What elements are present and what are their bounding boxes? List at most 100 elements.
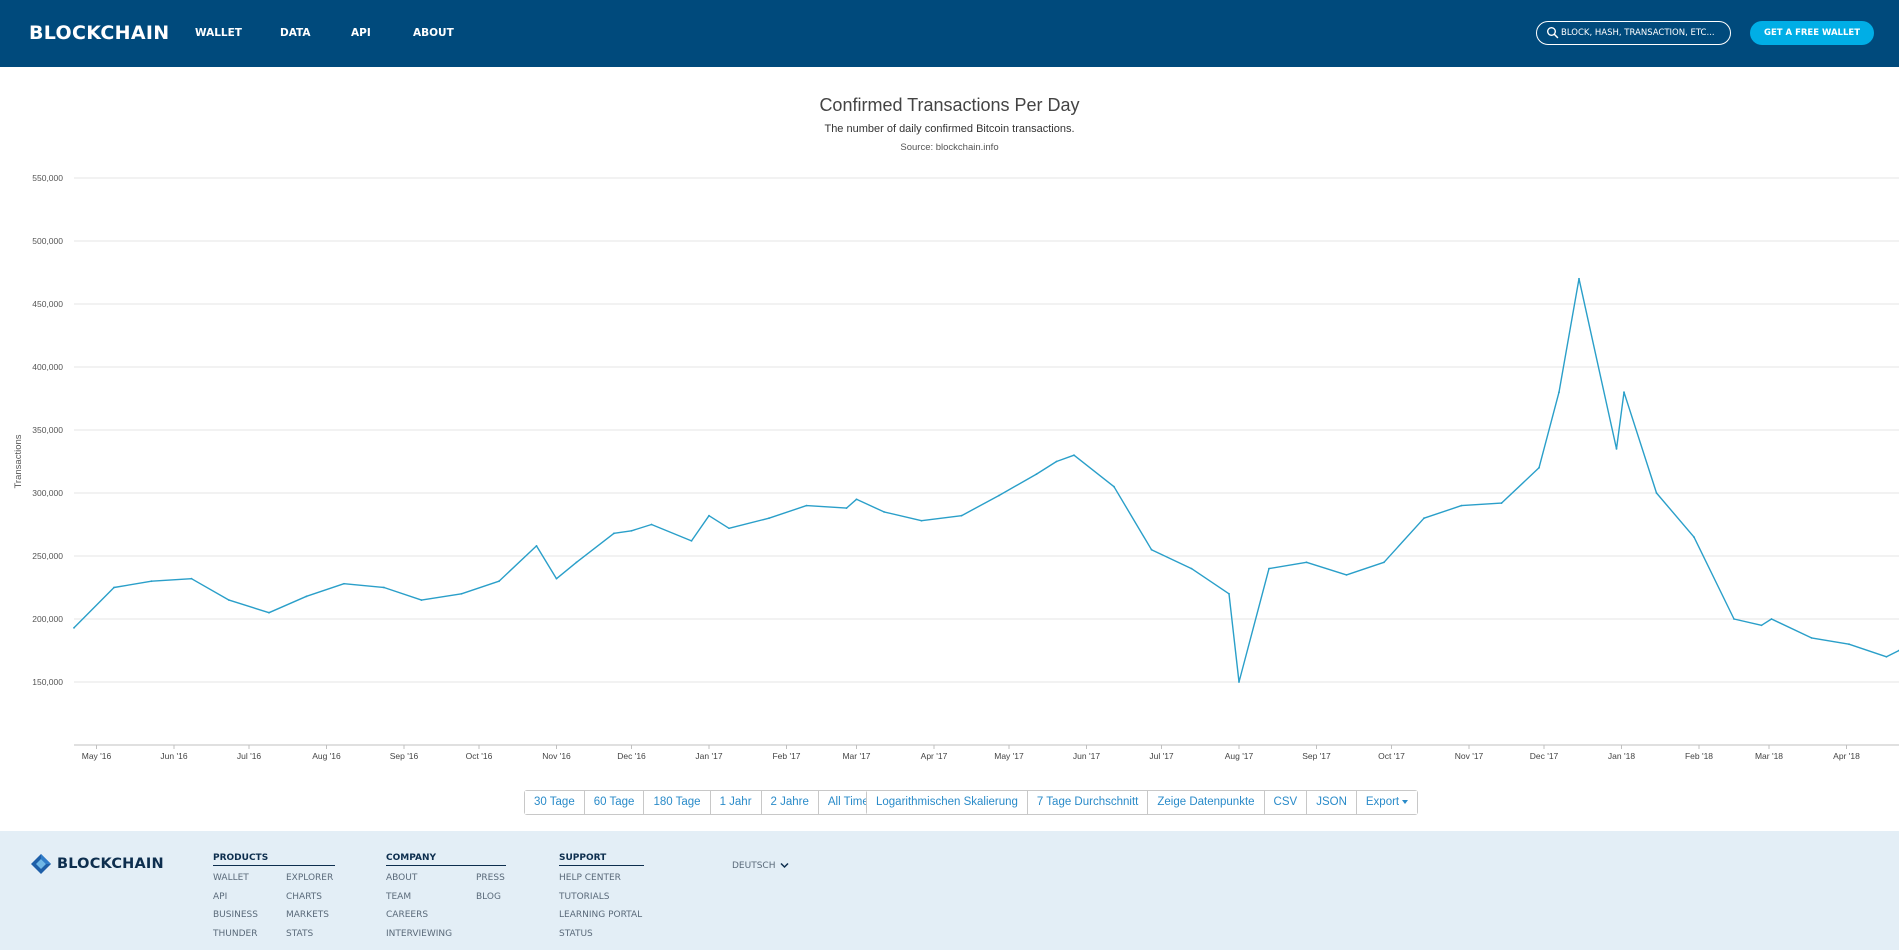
- data-point: [1578, 277, 1580, 280]
- data-point: [708, 514, 710, 517]
- x-tick-label: Feb '17: [772, 751, 800, 761]
- search-icon: [1547, 27, 1559, 39]
- x-tick-label: Sep '16: [390, 751, 419, 761]
- data-point: [1693, 536, 1695, 538]
- range-60-days-button[interactable]: 60 Tage: [584, 791, 645, 814]
- data-point: [150, 580, 153, 583]
- data-point: [1810, 637, 1813, 639]
- footer-link-explorer[interactable]: EXPLORER: [286, 873, 334, 883]
- x-tick-label: Oct '16: [466, 751, 493, 761]
- data-point: [883, 511, 885, 513]
- footer-link-markets[interactable]: MARKETS: [286, 910, 329, 920]
- x-tick-label: Apr '18: [1833, 751, 1860, 761]
- footer-link-about[interactable]: ABOUT: [386, 873, 418, 883]
- language-label: DEUTSCH: [732, 861, 776, 871]
- data-point: [73, 626, 75, 629]
- y-tick-label: 300,000: [32, 488, 63, 498]
- nav-data[interactable]: DATA: [280, 27, 311, 39]
- footer-link-learning-portal[interactable]: LEARNING PORTAL: [559, 910, 643, 920]
- csv-button[interactable]: CSV: [1264, 791, 1308, 814]
- footer-link-thunder[interactable]: THUNDER: [213, 929, 258, 939]
- data-point: [555, 577, 558, 580]
- transactions-chart[interactable]: 150,000 200,000 250,000 300,000 350,000 400,0…: [0, 0, 1899, 761]
- footer-link-help-center[interactable]: HELP CENTER: [559, 873, 621, 883]
- data-point: [1538, 466, 1540, 469]
- footer-link-interviewing[interactable]: INTERVIEWING: [386, 929, 453, 939]
- caret-down-icon: [1402, 799, 1409, 804]
- log-scale-button[interactable]: Logarithmischen Skalierung: [867, 791, 1028, 814]
- x-tick-label: Nov '17: [1455, 751, 1484, 761]
- data-point: [1655, 492, 1658, 494]
- search-box[interactable]: [1536, 21, 1731, 45]
- data-point: [190, 577, 193, 580]
- footer: BLOCKCHAIN PRODUCTS WALLET API BUSINESS …: [0, 831, 1899, 950]
- series-line: [73, 278, 1899, 683]
- footer-link-api[interactable]: API: [213, 892, 228, 902]
- support-heading: SUPPORT: [559, 853, 644, 866]
- language-selector[interactable]: DEUTSCH: [732, 861, 789, 871]
- footer-brand[interactable]: BLOCKCHAIN: [57, 856, 164, 872]
- data-point: [1035, 473, 1038, 475]
- footer-link-status[interactable]: STATUS: [559, 929, 593, 939]
- data-point: [855, 498, 858, 501]
- data-point: [1770, 618, 1773, 620]
- data-point: [113, 586, 115, 589]
- x-tick-label: May '16: [82, 751, 112, 761]
- data-point: [1848, 643, 1850, 646]
- range-button-group: 30 Tage 60 Tage 180 Tage 1 Jahr 2 Jahre …: [524, 790, 879, 815]
- data-point: [1423, 517, 1425, 520]
- footer-link-team[interactable]: TEAM: [386, 892, 412, 902]
- chart-options-group: Logarithmischen Skalierung 7 Tage Durchs…: [866, 790, 1419, 815]
- footer-link-careers[interactable]: CAREERS: [386, 910, 429, 920]
- x-tick-label: Jan '18: [1608, 751, 1635, 761]
- seven-day-average-button[interactable]: 7 Tage Durchschnitt: [1027, 791, 1149, 814]
- data-point: [1305, 561, 1308, 564]
- footer-link-press[interactable]: PRESS: [476, 873, 505, 883]
- data-point: [960, 514, 963, 517]
- data-point: [460, 592, 463, 595]
- search-input[interactable]: [1561, 24, 1725, 42]
- y-tick-label: 500,000: [32, 236, 63, 246]
- y-tick-label: 450,000: [32, 299, 63, 309]
- export-button[interactable]: Export: [1356, 791, 1418, 814]
- footer-link-blog[interactable]: BLOG: [476, 892, 501, 902]
- data-point: [420, 599, 423, 601]
- range-all-time-button[interactable]: All Time: [818, 791, 878, 814]
- footer-link-business[interactable]: BUSINESS: [213, 910, 258, 920]
- data-point: [1623, 391, 1625, 394]
- footer-link-wallet[interactable]: WALLET: [213, 873, 249, 883]
- range-30-days-button[interactable]: 30 Tage: [525, 791, 585, 814]
- x-tick-label: Mar '18: [1755, 751, 1783, 761]
- footer-link-charts[interactable]: CHARTS: [286, 892, 323, 902]
- data-point: [268, 611, 270, 614]
- range-180-days-button[interactable]: 180 Tage: [644, 791, 711, 814]
- data-point: [630, 529, 633, 532]
- range-1-year-button[interactable]: 1 Jahr: [710, 791, 762, 814]
- chart-subtitle: The number of daily confirmed Bitcoin tr…: [824, 123, 1075, 135]
- data-point: [1500, 502, 1503, 504]
- json-button[interactable]: JSON: [1307, 791, 1357, 814]
- data-point: [1228, 592, 1230, 595]
- footer-link-stats[interactable]: STATS: [286, 929, 314, 939]
- nav-about[interactable]: ABOUT: [413, 27, 454, 39]
- data-point: [728, 527, 730, 530]
- get-free-wallet-button[interactable]: GET A FREE WALLET: [1750, 21, 1874, 45]
- data-point: [920, 519, 923, 522]
- data-point: [1345, 574, 1348, 576]
- data-point: [805, 504, 808, 507]
- range-2-years-button[interactable]: 2 Jahre: [761, 791, 819, 814]
- nav-api[interactable]: API: [351, 27, 371, 39]
- footer-link-tutorials[interactable]: TUTORIALS: [559, 892, 610, 902]
- data-point: [1885, 655, 1888, 658]
- nav-wallet[interactable]: WALLET: [195, 27, 242, 39]
- x-tick-label: Dec '17: [1530, 751, 1559, 761]
- show-datapoints-button[interactable]: Zeige Datenpunkte: [1148, 791, 1265, 814]
- data-point: [768, 517, 770, 520]
- data-point: [1190, 567, 1193, 570]
- blockchain-logo-icon: [31, 854, 51, 874]
- x-tick-label: Oct '17: [1378, 751, 1405, 761]
- x-tick-label: Aug '17: [1225, 751, 1254, 761]
- x-tick-label: May '17: [994, 751, 1024, 761]
- data-point: [1238, 681, 1240, 683]
- brand-logo[interactable]: BLOCKCHAIN: [29, 22, 170, 44]
